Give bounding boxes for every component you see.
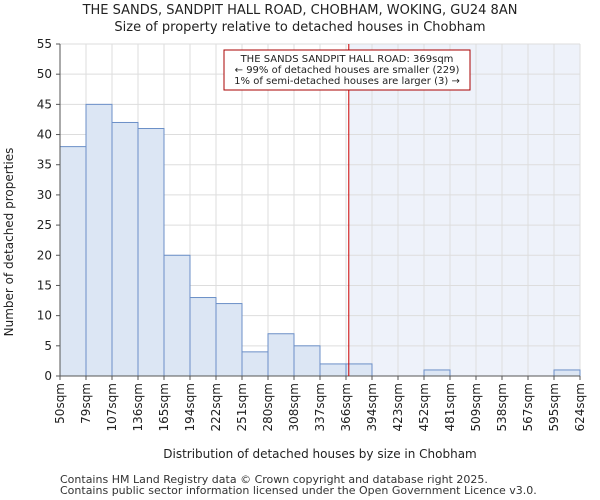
x-tick-label: 50sqm <box>53 383 67 424</box>
y-tick-label: 25 <box>37 218 52 232</box>
x-axis-label: Distribution of detached houses by size … <box>163 447 477 461</box>
larger-region-highlight <box>348 44 580 376</box>
x-tick-label: 538sqm <box>495 383 509 431</box>
histogram-bar <box>59 146 87 377</box>
histogram-bar <box>319 363 347 377</box>
x-tick-label: 624sqm <box>573 383 587 431</box>
y-tick-label: 35 <box>37 158 52 172</box>
y-axis-label: Number of detached properties <box>2 148 16 337</box>
x-tick-label: 394sqm <box>365 383 379 431</box>
x-tick-label: 337sqm <box>313 383 327 431</box>
x-tick-label: 567sqm <box>521 383 535 431</box>
histogram-bar <box>111 121 139 377</box>
x-tick-label: 366sqm <box>339 383 353 431</box>
histogram-bar <box>85 103 113 377</box>
y-tick-label: 20 <box>37 248 52 262</box>
histogram-bar <box>345 363 373 377</box>
histogram-bar <box>215 303 243 377</box>
x-tick-label: 136sqm <box>131 383 145 431</box>
annotation-line-1: THE SANDS SANDPIT HALL ROAD: 369sqm <box>240 54 454 65</box>
annotation-line-3: 1% of semi-detached houses are larger (3… <box>234 76 460 87</box>
y-tick-label: 40 <box>37 128 52 142</box>
x-tick-label: 509sqm <box>469 383 483 431</box>
histogram-bar <box>241 351 269 377</box>
x-tick-label: 280sqm <box>261 383 275 431</box>
x-tick-label: 194sqm <box>183 383 197 431</box>
chart-title: THE SANDS, SANDPIT HALL ROAD, CHOBHAM, W… <box>82 3 518 18</box>
x-tick-label: 481sqm <box>443 383 457 431</box>
annotation-line-2: ← 99% of detached houses are smaller (22… <box>235 65 460 76</box>
x-tick-label: 222sqm <box>209 383 223 431</box>
chart-subtitle: Size of property relative to detached ho… <box>114 20 486 35</box>
footer-copyright: Contains HM Land Registry data © Crown c… <box>60 473 488 486</box>
x-tick-label: 423sqm <box>391 383 405 431</box>
histogram-bar <box>189 297 217 377</box>
histogram-bar <box>553 369 581 377</box>
histogram-bar <box>293 345 321 377</box>
histogram-bar <box>137 128 165 377</box>
annotation-box <box>223 49 471 91</box>
x-tick-label: 165sqm <box>157 383 171 431</box>
x-tick-label: 595sqm <box>547 383 561 431</box>
y-tick-label: 55 <box>37 37 52 51</box>
x-tick-label: 251sqm <box>235 383 249 431</box>
y-tick-label: 50 <box>37 67 52 81</box>
histogram-bar <box>163 254 191 377</box>
histogram-bar <box>267 333 295 377</box>
histogram-bar <box>423 369 451 377</box>
footer-licence: Contains public sector information licen… <box>60 484 537 497</box>
y-tick-label: 15 <box>37 278 52 292</box>
x-tick-label: 79sqm <box>79 383 93 424</box>
x-tick-label: 107sqm <box>105 383 119 431</box>
x-tick-label: 308sqm <box>287 383 301 431</box>
x-tick-label: 452sqm <box>417 383 431 431</box>
y-tick-label: 0 <box>44 369 52 383</box>
y-tick-label: 10 <box>37 309 52 323</box>
y-tick-label: 30 <box>37 188 52 202</box>
y-tick-label: 45 <box>37 97 52 111</box>
y-tick-label: 5 <box>44 339 52 353</box>
